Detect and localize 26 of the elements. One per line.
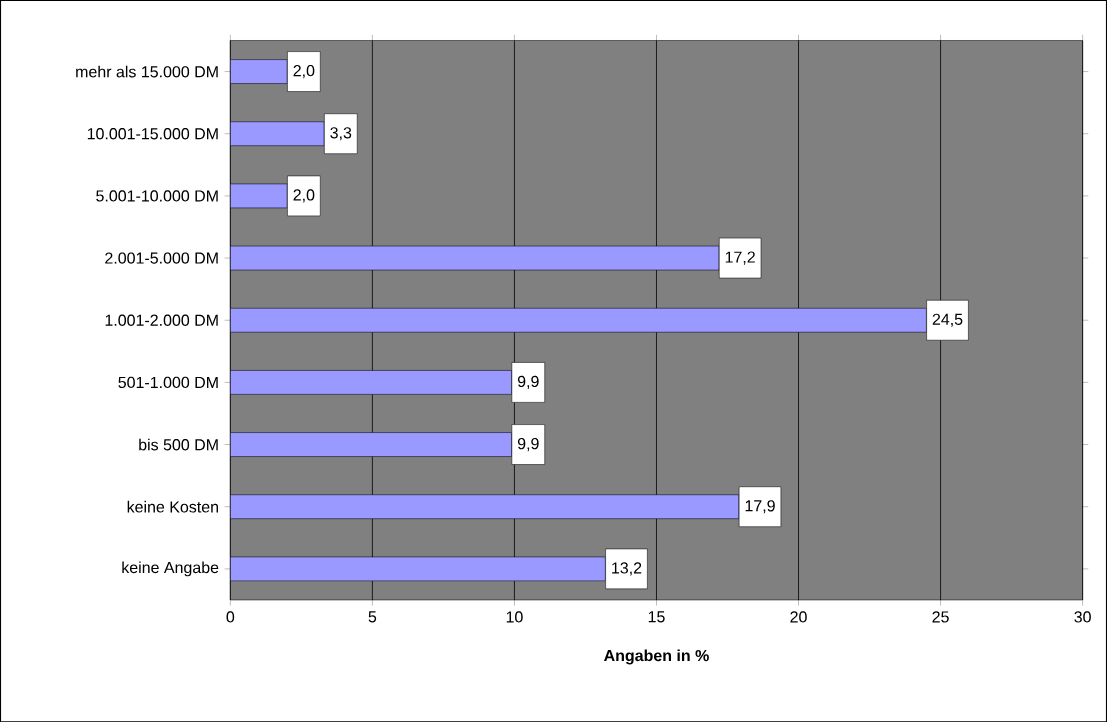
y-tick-label: 1.001-2.000 DM [105,314,218,326]
y-tick-label: keine Angabe [122,561,219,577]
data-label: 24,5 [932,313,963,327]
x-tick-label: 20 [790,611,807,623]
x-tick-label: 30 [1074,611,1091,623]
y-tick-label: mehr als 15.000 DM [76,65,218,78]
x-tick-label: 5 [368,611,377,623]
data-label: 17,9 [745,499,775,514]
x-axis-title: Angaben in % [604,649,709,665]
data-label: 2,0 [293,189,315,203]
y-tick-label: keine Kosten [127,500,218,513]
x-tick-label: 0 [226,611,235,623]
y-tick-label: 2.001-5.000 DM [105,252,218,264]
x-tick-label: 25 [932,611,949,623]
y-tick-label: 501-1.000 DM [118,376,218,388]
data-label: 9,9 [517,437,539,451]
data-label: 13,2 [612,562,642,576]
data-label: 17,2 [725,251,755,265]
data-label: 9,9 [517,375,539,389]
data-label: 2,0 [293,64,315,78]
x-tick-label: 15 [648,611,665,623]
y-tick-label: 5.001-10.000 DM [96,190,218,202]
x-tick-label: 10 [506,611,523,623]
data-label: 3,3 [330,126,352,141]
y-tick-label: 10.001-15.000 DM [87,127,218,140]
y-tick-label: bis 500 DM [139,438,218,451]
